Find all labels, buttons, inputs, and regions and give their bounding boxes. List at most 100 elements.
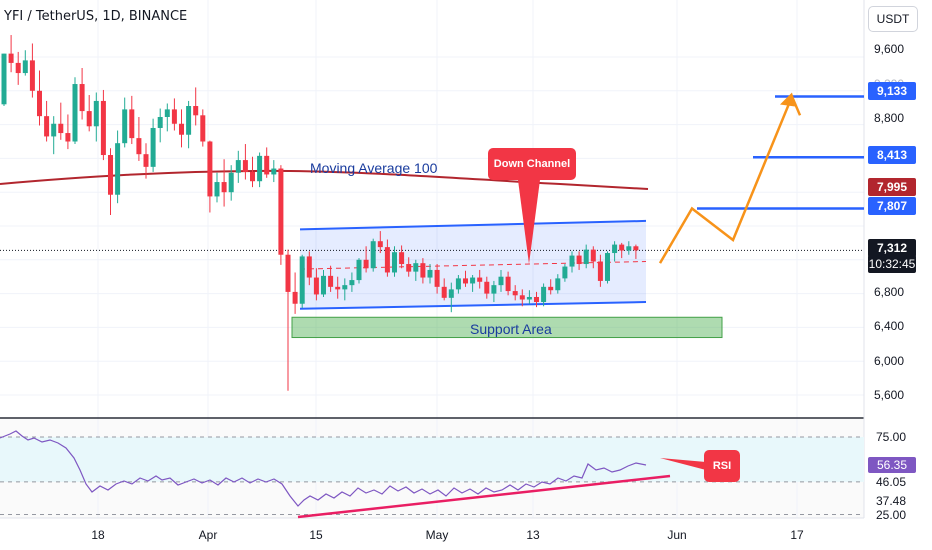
candle-body-25: [179, 123, 184, 135]
price-tag-target: 8,413: [868, 146, 916, 164]
candle-body-70: [498, 276, 504, 286]
candle-body-43: [306, 256, 312, 278]
candle-body-7: [51, 123, 57, 137]
price-tick-label: 5,600: [874, 388, 905, 402]
countdown-timer: 10:32:45: [868, 255, 916, 273]
candle-body-18: [129, 109, 135, 139]
candle-body-64: [455, 278, 461, 290]
candle-body-27: [193, 106, 199, 116]
time-tick-label: 15: [309, 528, 323, 542]
candle-body-88: [626, 246, 632, 251]
candle-body-12: [86, 111, 92, 127]
rsi-tick-label: 46.05: [876, 475, 907, 489]
candle-body-73: [519, 295, 525, 300]
time-tick-label: Apr: [198, 528, 218, 542]
candle-body-4: [29, 60, 35, 91]
candle-body-87: [619, 244, 625, 251]
candle-body-33: [235, 160, 241, 173]
candle-body-53: [377, 241, 383, 248]
candle-body-36: [257, 155, 263, 182]
candle-body-39: [278, 168, 284, 255]
candle-body-10: [72, 84, 78, 142]
candle-body-17: [122, 109, 128, 144]
candle-body-76: [541, 286, 547, 303]
rsi-tick-label: 75.00: [876, 430, 907, 444]
candle-body-42: [299, 256, 305, 304]
candle-body-79: [562, 266, 568, 279]
rsi-label: RSI: [704, 450, 740, 482]
currency-button[interactable]: USDT: [868, 6, 918, 32]
candle-body-34: [242, 160, 248, 172]
candle-body-66: [470, 277, 476, 284]
time-tick-label: May: [425, 528, 449, 542]
candle-body-69: [491, 285, 497, 294]
candle-body-68: [484, 281, 490, 294]
candle-body-52: [370, 241, 376, 269]
candle-body-57: [406, 264, 412, 272]
candle-body-28: [200, 115, 206, 142]
candle-body-5: [37, 90, 42, 117]
channel-upper: [299, 219, 647, 231]
candle-body-16: [115, 143, 121, 195]
candle-body-30: [214, 182, 220, 197]
symbol-title[interactable]: YFI / TetherUS, 1D, BINANCE: [4, 9, 188, 24]
rsi-line: [0, 430, 647, 507]
price-tick-label: 6,000: [874, 354, 905, 368]
candle-body-72: [512, 291, 518, 296]
candle-body-14: [100, 100, 106, 156]
candle-body-46: [328, 275, 334, 287]
rsi-value-tag: 56.35: [868, 457, 916, 473]
candle-body-56: [399, 252, 405, 265]
candle-body-29: [207, 141, 213, 197]
candle-body-77: [548, 286, 554, 291]
candle-body-11: [79, 84, 85, 112]
projection-arrowhead: [780, 92, 795, 107]
projection-path: [658, 93, 802, 264]
candle-body-37: [264, 155, 270, 175]
channel-lower: [299, 301, 647, 310]
candle-body-45: [321, 275, 326, 295]
candle-body-82: [583, 249, 589, 265]
candle-body-74: [526, 296, 532, 300]
candle-body-6: [44, 116, 50, 137]
candle-body-78: [555, 278, 561, 291]
rsi-tick-label: 37.48: [876, 494, 907, 508]
candle-body-80: [569, 255, 575, 267]
price-tick-label: 8,800: [874, 111, 905, 125]
candle-body-83: [590, 249, 596, 262]
down-channel-label: Down Channel: [488, 148, 576, 180]
candle-body-50: [356, 259, 362, 281]
candle-body-59: [420, 263, 426, 278]
price-tag-last: 7,312: [868, 239, 916, 257]
price-tag-ma: 7,995: [868, 178, 916, 196]
support-area: [291, 316, 723, 339]
price-tag-target: 9,133: [868, 82, 916, 100]
candle-body-71: [505, 276, 511, 292]
price-tick-label: 9,600: [874, 42, 905, 56]
candle-body-85: [605, 253, 610, 281]
candle-body-81: [576, 255, 582, 265]
candle-body-26: [186, 106, 192, 135]
price-tick-label: 6,400: [874, 319, 905, 333]
time-tick-label: Jun: [667, 528, 687, 542]
candle-body-23: [164, 109, 170, 117]
candle-body-55: [392, 252, 397, 273]
candle-body-65: [463, 278, 468, 284]
candle-body-62: [441, 286, 447, 298]
candle-body-49: [349, 280, 355, 286]
candle-body-75: [534, 296, 539, 303]
candle-body-3: [22, 60, 28, 74]
time-tick-label: 17: [790, 528, 804, 542]
price-tag-target: 7,807: [868, 197, 916, 215]
rsi-label-pointer: [660, 458, 706, 470]
time-tick-label: 18: [91, 528, 105, 542]
moving-average-label: Moving Average 100: [310, 160, 438, 176]
candle-body-84: [597, 261, 603, 281]
candle-body-54: [384, 247, 390, 273]
rsi-tick-label: 25.00: [876, 508, 907, 522]
candle-body-61: [434, 269, 440, 287]
candle-body-22: [157, 116, 163, 128]
candle-body-8: [58, 123, 64, 134]
